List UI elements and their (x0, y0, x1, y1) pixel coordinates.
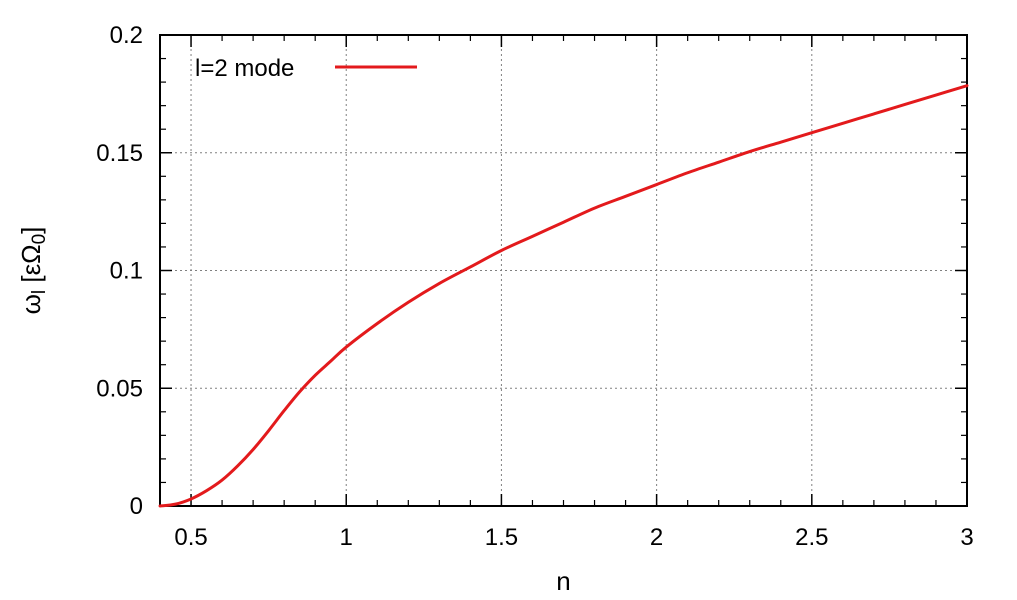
y-axis-label-unit-close: ] (16, 227, 46, 234)
plot-frame (159, 34, 968, 507)
legend-label: l=2 mode (195, 55, 294, 82)
y-tick-label: 0 (130, 493, 143, 520)
x-tick-label: 1 (340, 524, 353, 551)
x-tick-labels: 0.5 1 1.5 2 2.5 3 (174, 524, 973, 551)
y-tick-label: 0.05 (96, 375, 143, 402)
y-tick-label: 0.1 (110, 258, 143, 285)
y-axis-label-unit-sub: 0 (29, 234, 50, 245)
y-axis-label-main-sub: l (29, 290, 50, 294)
legend: l=2 mode (195, 55, 417, 82)
x-tick-label: 0.5 (174, 524, 207, 551)
x-tick-label: 1.5 (485, 524, 518, 551)
x-tick-label: 3 (960, 524, 973, 551)
series-line-1 (158, 84, 969, 508)
y-axis-label: ωl [εΩ0] (16, 227, 50, 315)
y-tick-label: 0.2 (110, 22, 143, 49)
y-axis-label-unit-open: [εΩ (16, 244, 46, 289)
grid (160, 35, 967, 506)
x-tick-label: 2.5 (795, 524, 828, 551)
x-tick-label: 2 (650, 524, 663, 551)
y-axis-label-main: ω (16, 294, 46, 314)
y-tick-label: 0.15 (96, 140, 143, 167)
x-axis-label: n (556, 566, 570, 596)
series-layer (158, 84, 969, 508)
y-tick-labels: 0 0.05 0.1 0.15 0.2 (96, 22, 143, 520)
